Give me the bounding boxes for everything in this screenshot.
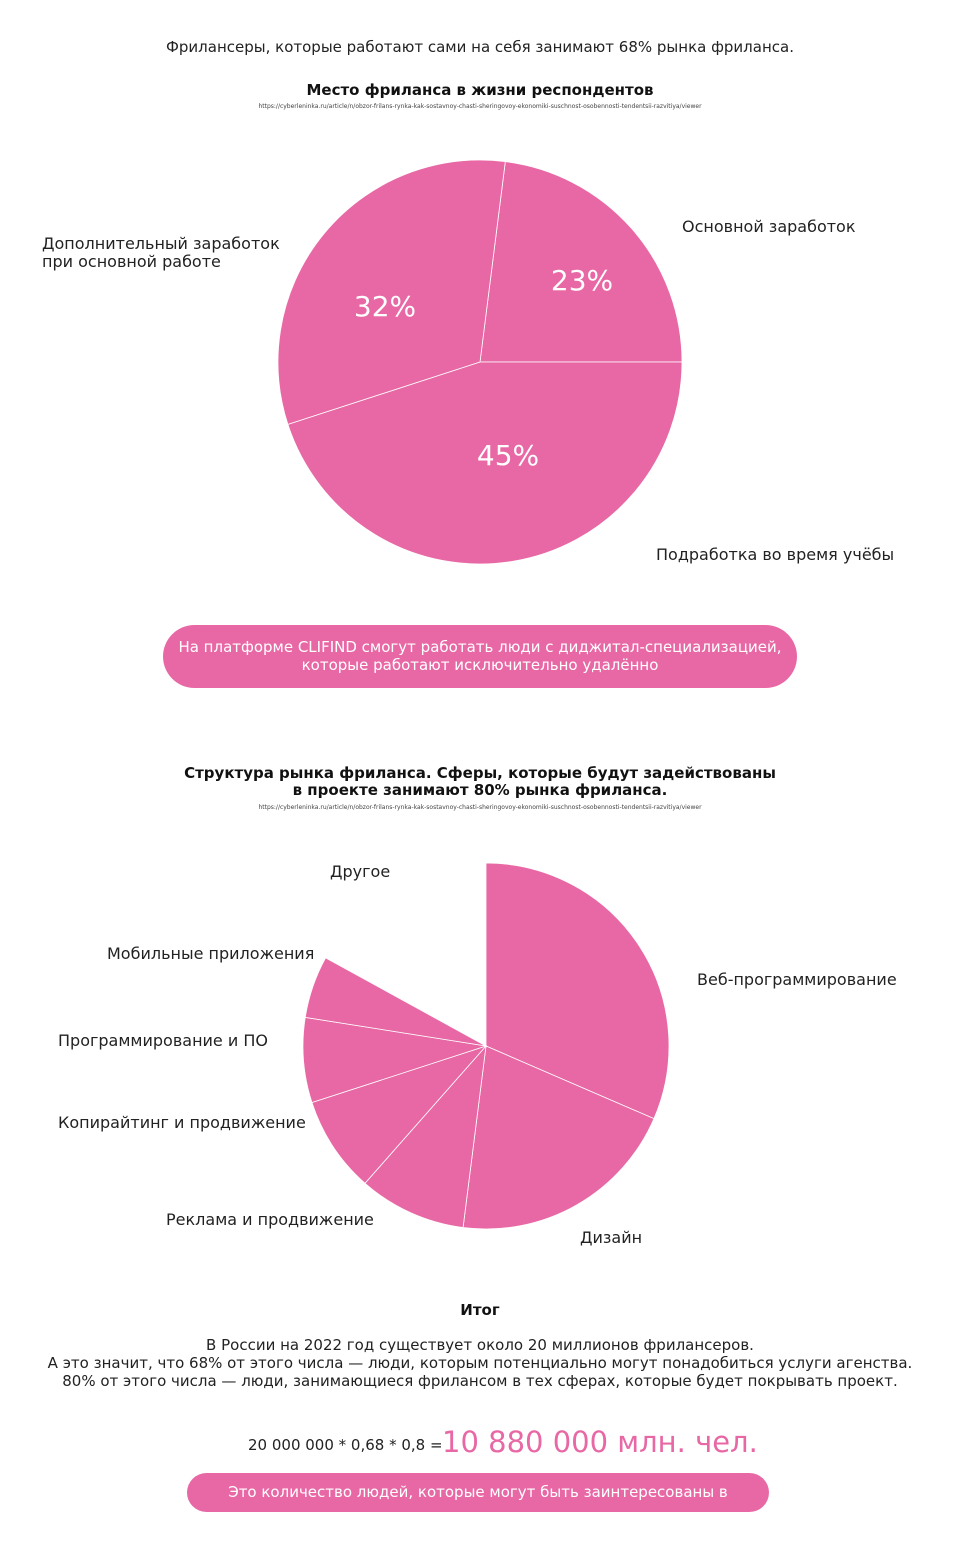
note-line-1: На платформе CLIFIND смогут работать люд… (178, 638, 782, 656)
pie1-slice-study (287, 361, 683, 565)
summary-line-2: А это значит, что 68% от этого числа — л… (47, 1354, 913, 1372)
pie2-label-soft: Программирование и ПО (58, 1031, 268, 1050)
chart1-title: Место фриланса в жизни респондентов (306, 81, 654, 99)
pie2-slice-design (462, 1045, 655, 1230)
pie2-label-design: Дизайн (580, 1228, 643, 1247)
note-line-2: которые работают исключительно удалённо (301, 656, 659, 674)
pie2-label-other: Другое (330, 862, 391, 881)
note-pill: На платформе CLIFIND смогут работать люд… (163, 625, 797, 688)
pie2-label-copy: Копирайтинг и продвижение (58, 1113, 306, 1132)
footer-pill: Это количество людей, которые могут быть… (187, 1473, 769, 1540)
pie2-slice-copy (311, 1045, 488, 1184)
pie1-label-extra-2: при основной работе (42, 252, 221, 271)
chart1-source: https://cyberleninka.ru/article/n/obzor-… (258, 103, 702, 110)
pie2-label-mobile: Мобильные приложения (107, 944, 315, 963)
pie1-label-study: Подработка во время учёбы (656, 545, 895, 564)
chart2-source: https://cyberleninka.ru/article/n/obzor-… (258, 804, 702, 811)
pie1-pct-32: 32% (354, 290, 416, 323)
chart2-svg (302, 862, 670, 1230)
pie1-pct-45: 45% (477, 439, 539, 472)
pie2-slice-mobile (304, 957, 487, 1047)
chart2-title-1: Структура рынка фриланса. Сферы, которые… (184, 764, 776, 782)
pie1-label-main: Основной заработок (682, 217, 856, 236)
chart1-svg: 23% 45% 32% (277, 159, 683, 565)
intro-text: Фрилансеры, которые работают сами на себ… (166, 38, 794, 56)
result-value: 10 880 000 млн. чел. (442, 1425, 758, 1459)
chart2-title-2: в проекте занимают 80% рынка фриланса. (292, 781, 668, 799)
pie1-slice-extra (277, 159, 506, 425)
summary-line-3: 80% от этого числа — люди, занимающиеся … (62, 1372, 898, 1390)
formula: 20 000 000 * 0,68 * 0,8 = (248, 1436, 443, 1454)
pie1-slice-main (479, 161, 683, 363)
pie2-slice-web (485, 862, 670, 1120)
summary-title: Итог (460, 1301, 500, 1319)
pie2-slice-ads (364, 1044, 487, 1229)
pie1-pct-23: 23% (551, 264, 613, 297)
footer-text: Это количество людей, которые могут быть… (228, 1483, 728, 1540)
summary-text: В России на 2022 год существует около 20… (0, 1336, 960, 1390)
pie2-label-ads: Реклама и продвижение (166, 1210, 374, 1229)
pie1-label-extra-1: Дополнительный заработок (42, 234, 280, 253)
summary-line-1: В России на 2022 год существует около 20… (206, 1336, 754, 1354)
pie2-label-web: Веб-программирование (697, 970, 897, 989)
